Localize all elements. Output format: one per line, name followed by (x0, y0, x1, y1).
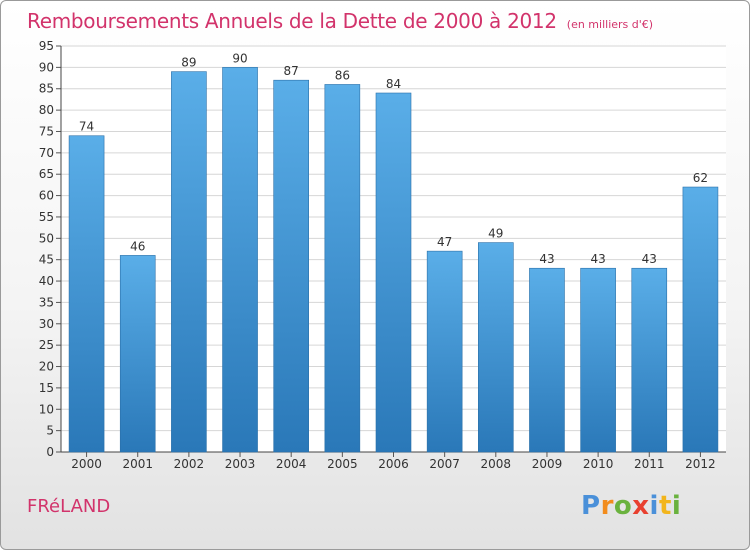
x-tick-label: 2009 (532, 457, 563, 471)
town-name: FRéLAND (27, 496, 111, 517)
y-tick-label: 75 (39, 124, 54, 138)
bar (273, 79, 309, 453)
bar-value-label: 74 (79, 120, 94, 134)
bar (171, 71, 207, 453)
y-tick-label: 35 (39, 295, 54, 309)
y-tick-label: 65 (39, 167, 54, 181)
bar (375, 92, 412, 453)
y-tick-label: 10 (39, 402, 54, 416)
chart-title: Remboursements Annuels de la Dette de 20… (27, 9, 653, 33)
bar (426, 250, 463, 453)
x-tick-label: 2002 (174, 457, 205, 471)
x-tick-label: 2001 (122, 457, 153, 471)
bar-value-label: 47 (437, 235, 452, 249)
bar-value-label: 87 (284, 64, 299, 78)
bar-value-label: 43 (590, 252, 605, 266)
x-tick-label: 2006 (378, 457, 409, 471)
x-tick-label: 2003 (225, 457, 256, 471)
logo-letter: i (671, 491, 682, 521)
y-tick-label: 30 (39, 317, 54, 331)
y-tick-label: 15 (39, 381, 54, 395)
bar-value-label: 86 (335, 68, 350, 82)
bar (324, 84, 361, 453)
bar-value-label: 89 (181, 56, 196, 70)
x-tick-label: 2012 (685, 457, 716, 471)
y-tick-label: 95 (39, 39, 54, 53)
bar-value-label: 43 (642, 252, 657, 266)
bar-value-label: 49 (488, 227, 503, 241)
bar (478, 242, 514, 453)
bar (119, 255, 156, 453)
x-tick-label: 2011 (634, 457, 665, 471)
x-tick-label: 2007 (429, 457, 460, 471)
logo-letter: r (600, 491, 614, 521)
y-tick-label: 45 (39, 253, 54, 267)
y-tick-label: 55 (39, 210, 54, 224)
y-tick-label: 20 (39, 360, 54, 374)
y-tick-label: 90 (39, 60, 54, 74)
bar-value-label: 46 (130, 239, 145, 253)
y-tick-label: 70 (39, 146, 54, 160)
x-tick-label: 2004 (276, 457, 307, 471)
x-tick-label: 2005 (327, 457, 358, 471)
x-tick-label: 2008 (481, 457, 512, 471)
y-tick-label: 85 (39, 82, 54, 96)
bar (631, 267, 668, 453)
bar-value-label: 43 (539, 252, 554, 266)
x-tick-label: 2010 (583, 457, 614, 471)
bar (580, 267, 616, 453)
bar (68, 135, 105, 453)
logo-letter: o (613, 491, 633, 521)
logo-letter: x (632, 491, 650, 521)
bar-value-label: 62 (693, 171, 708, 185)
bar-value-label: 84 (386, 77, 401, 91)
logo-letter: P (581, 491, 601, 521)
bar (222, 67, 258, 453)
x-tick-label: 2000 (71, 457, 102, 471)
chart-title-text: Remboursements Annuels de la Dette de 20… (27, 9, 557, 33)
y-tick-label: 5 (46, 424, 54, 438)
y-tick-label: 80 (39, 103, 54, 117)
logo-letter: i (649, 491, 659, 521)
chart-unit: (en milliers d'€) (566, 18, 654, 31)
bar-value-label: 90 (232, 51, 247, 65)
logo-letter: t (658, 491, 672, 521)
y-tick-label: 0 (46, 445, 54, 459)
y-tick-label: 50 (39, 231, 54, 245)
bar (682, 186, 719, 453)
proxiti-logo: Proxiti (581, 491, 681, 521)
bar (529, 267, 565, 453)
y-tick-label: 25 (39, 338, 54, 352)
y-tick-label: 60 (39, 189, 54, 203)
y-tick-label: 40 (39, 274, 54, 288)
